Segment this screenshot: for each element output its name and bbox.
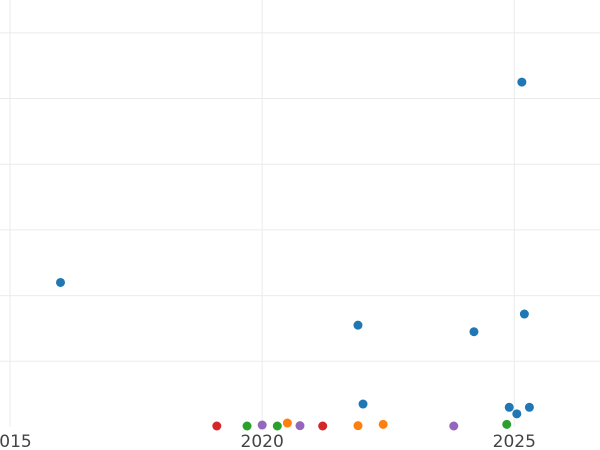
data-point bbox=[257, 420, 267, 430]
data-point bbox=[469, 327, 479, 337]
data-point bbox=[358, 399, 368, 409]
data-point bbox=[56, 277, 66, 287]
grid-layer bbox=[0, 0, 600, 427]
data-point bbox=[242, 421, 252, 431]
data-point bbox=[524, 402, 534, 412]
points-layer bbox=[56, 77, 534, 431]
data-point bbox=[272, 421, 282, 431]
data-point bbox=[318, 421, 328, 431]
data-point bbox=[502, 419, 512, 429]
x-tick-label: 2015 bbox=[0, 432, 32, 450]
data-point bbox=[282, 418, 292, 428]
data-point bbox=[378, 419, 388, 429]
data-point bbox=[519, 309, 529, 319]
x-tick-label: 2025 bbox=[493, 432, 536, 450]
data-point bbox=[512, 409, 522, 419]
data-point bbox=[353, 421, 363, 431]
data-point bbox=[449, 421, 459, 431]
data-point bbox=[517, 77, 527, 87]
data-point bbox=[295, 421, 305, 431]
data-point bbox=[212, 421, 222, 431]
data-point bbox=[504, 402, 514, 412]
data-point bbox=[353, 320, 363, 330]
x-tick-label: 2020 bbox=[241, 432, 284, 450]
x-tick-labels: 2015 2020 2025 bbox=[0, 432, 536, 450]
